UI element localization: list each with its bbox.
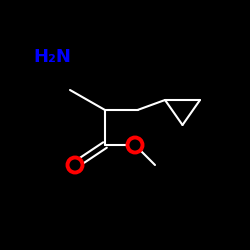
Circle shape: [68, 158, 82, 172]
Text: H₂N: H₂N: [34, 48, 72, 66]
Circle shape: [128, 138, 142, 152]
